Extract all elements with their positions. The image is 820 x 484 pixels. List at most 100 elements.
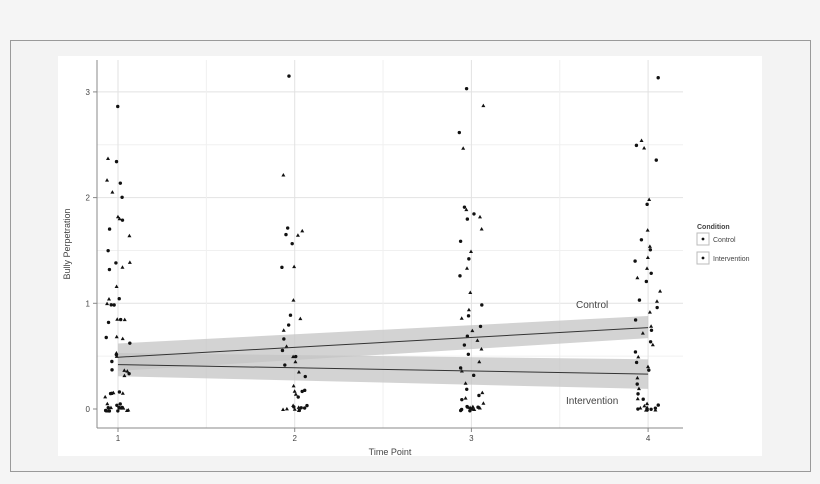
data-point	[283, 363, 287, 367]
data-point	[469, 249, 474, 254]
data-point	[480, 390, 485, 395]
data-point	[642, 403, 647, 408]
data-point	[292, 389, 297, 393]
data-point	[465, 217, 470, 221]
data-point	[639, 138, 644, 143]
data-point	[476, 405, 480, 409]
data-point	[641, 397, 645, 401]
data-point	[302, 406, 307, 410]
legend-marker-intervention	[701, 256, 705, 260]
legend-label-intervention: Intervention	[713, 256, 750, 263]
data-point	[638, 406, 643, 410]
data-point	[114, 159, 119, 164]
data-point	[464, 207, 469, 212]
data-point	[115, 403, 119, 408]
data-point	[298, 316, 303, 321]
data-point	[463, 396, 468, 400]
data-point	[105, 178, 110, 182]
data-point	[107, 227, 112, 231]
data-point	[106, 406, 110, 410]
data-point	[104, 335, 108, 340]
data-point	[477, 214, 482, 219]
data-point	[633, 318, 638, 322]
data-point	[284, 344, 289, 348]
data-point	[648, 248, 653, 252]
data-point	[110, 190, 115, 194]
data-point	[106, 156, 111, 161]
data-point	[634, 360, 639, 365]
data-point	[291, 354, 296, 359]
data-point	[479, 227, 484, 231]
data-point	[654, 299, 659, 303]
x-tick-label: 4	[646, 434, 651, 443]
data-point	[122, 317, 127, 322]
data-point	[118, 181, 123, 185]
data-point	[117, 297, 121, 301]
y-tick-label: 2	[86, 194, 91, 203]
data-point	[120, 336, 125, 341]
data-point	[468, 409, 472, 413]
data-point	[287, 74, 291, 78]
data-point	[105, 409, 110, 413]
data-point	[655, 305, 659, 310]
data-point	[477, 393, 481, 398]
data-point	[467, 257, 471, 261]
data-point	[120, 195, 124, 199]
data-point	[127, 233, 132, 238]
data-point	[292, 407, 297, 411]
data-point	[654, 158, 658, 162]
data-point	[293, 359, 298, 364]
data-point	[650, 342, 655, 347]
data-point	[647, 368, 651, 372]
data-point	[636, 392, 640, 396]
data-point	[303, 374, 307, 379]
data-point	[299, 406, 303, 410]
data-point	[645, 202, 649, 207]
data-point	[647, 197, 652, 201]
data-point	[636, 407, 640, 411]
data-point	[466, 352, 471, 356]
data-point	[468, 290, 473, 295]
data-point	[110, 368, 114, 372]
chart-panel	[58, 56, 762, 456]
data-point	[458, 366, 463, 370]
data-point	[105, 401, 110, 406]
data-point	[466, 307, 471, 312]
data-point	[656, 76, 660, 80]
data-point	[112, 303, 116, 307]
data-point	[117, 390, 122, 394]
data-point	[105, 301, 110, 306]
data-point	[125, 369, 130, 373]
data-point	[284, 406, 289, 411]
data-point	[472, 212, 476, 216]
data-point	[114, 354, 119, 358]
data-point	[122, 373, 127, 378]
data-point	[285, 226, 290, 230]
data-point	[475, 338, 480, 342]
legend-marker-control	[701, 237, 705, 241]
data-point	[646, 364, 651, 369]
annotation-intervention: Intervention	[566, 396, 618, 407]
fit-line-intervention	[117, 364, 649, 375]
data-point	[124, 408, 129, 412]
data-point	[481, 103, 486, 108]
data-point	[128, 341, 132, 345]
data-point	[114, 284, 119, 288]
data-point	[296, 395, 300, 399]
data-point	[653, 406, 658, 410]
data-point	[645, 255, 650, 259]
data-point	[459, 316, 464, 320]
data-point	[656, 403, 660, 407]
data-point	[481, 401, 486, 405]
data-point	[644, 408, 649, 412]
annotation-control: Control	[576, 300, 608, 311]
data-point	[645, 266, 650, 270]
data-point	[284, 232, 288, 237]
x-tick-label: 3	[469, 434, 474, 443]
data-point	[292, 264, 297, 269]
data-point	[117, 216, 122, 221]
x-tick-label: 2	[292, 434, 297, 443]
data-point	[478, 324, 483, 329]
data-point	[293, 392, 298, 396]
